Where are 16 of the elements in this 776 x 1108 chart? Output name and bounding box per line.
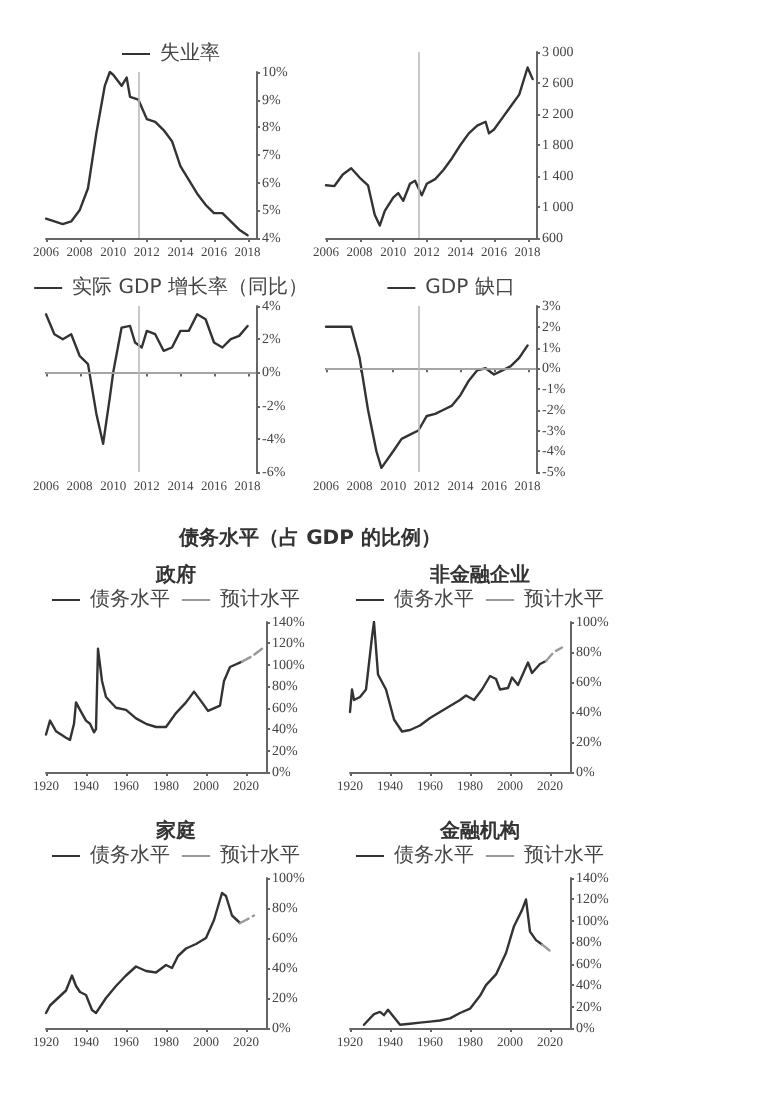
chart-title: 金融机构 bbox=[438, 819, 520, 843]
legend-label: 失业率 bbox=[160, 41, 220, 65]
legend-label: 实际 GDP 增长率（同比） bbox=[72, 275, 308, 299]
legend-label: 预计水平 bbox=[220, 843, 300, 867]
text: 债务水平（占 GDP 的比例） bbox=[176, 525, 443, 554]
legend-label: 债务水平 bbox=[90, 843, 170, 867]
legend-label: 预计水平 bbox=[524, 843, 604, 867]
legend-label: 债务水平 bbox=[90, 587, 170, 611]
chart-title: 非金融企业 bbox=[428, 563, 530, 587]
legend-label: 债务水平 bbox=[394, 843, 474, 867]
legend-label: GDP 缺口 bbox=[425, 275, 515, 299]
legend-label: 预计水平 bbox=[524, 587, 604, 611]
chart-title: 政府 bbox=[154, 563, 196, 587]
legend-label: 预计水平 bbox=[220, 587, 300, 611]
chart-title: 家庭 bbox=[154, 819, 196, 843]
legend-label: 债务水平 bbox=[394, 587, 474, 611]
